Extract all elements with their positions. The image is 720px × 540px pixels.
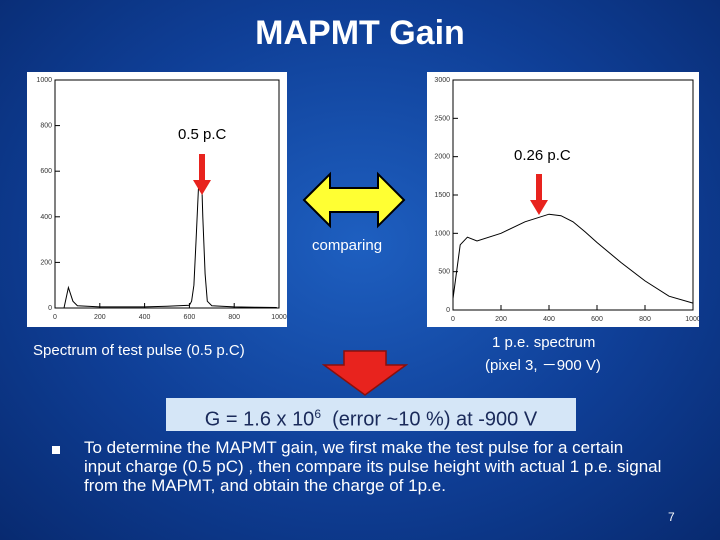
left-x-tick-label: 200 bbox=[94, 314, 106, 321]
right-spectrum-svg: 0 200 400 600 800 1000 0 500 1000 1500 2000 2500 300… bbox=[434, 77, 699, 323]
slide-title: MAPMT Gain bbox=[255, 14, 465, 52]
right-x-tick-label: 0 bbox=[451, 316, 455, 323]
gain-result-exponent: 6 bbox=[314, 407, 321, 421]
left-x-tick-label: 400 bbox=[139, 314, 151, 321]
bullet-icon bbox=[52, 446, 60, 454]
left-y-tick-label: 400 bbox=[40, 214, 52, 221]
gain-result-prefix: G = 1.6 x 10 bbox=[204, 408, 315, 431]
left-y-tick-label: 0 bbox=[48, 305, 52, 312]
left-peak-annotation: 0.5 p.C bbox=[178, 126, 227, 143]
comparing-label: comparing bbox=[312, 237, 383, 254]
left-y-tick-label: 600 bbox=[40, 168, 52, 175]
right-plot-caption-line2: (pixel 3, －900 V) bbox=[485, 357, 601, 374]
result-down-arrow-icon bbox=[322, 350, 408, 396]
left-y-tick-label: 800 bbox=[40, 123, 52, 130]
double-arrow-icon bbox=[302, 171, 406, 229]
left-x-tick-label: 1000 bbox=[271, 314, 287, 321]
right-x-tick-label: 600 bbox=[591, 316, 603, 323]
bullet-text: To determine the MAPMT gain, we first ma… bbox=[84, 438, 662, 495]
right-plot-frame bbox=[452, 79, 694, 311]
right-spectrum-plot: 0 200 400 600 800 1000 0 500 1000 1500 2000 2500 300… bbox=[427, 72, 699, 327]
left-y-tick-label: 1000 bbox=[36, 77, 52, 84]
right-red-arrow-icon bbox=[530, 174, 548, 215]
left-plot-frame bbox=[54, 79, 280, 309]
left-spectrum-line bbox=[63, 171, 277, 309]
left-spectrum-plot: 0 200 400 600 800 1000 0 200 400 600 800 1000 bbox=[27, 72, 287, 327]
page-number: 7 bbox=[668, 510, 675, 524]
right-plot-caption-line1: 1 p.e. spectrum bbox=[492, 334, 596, 351]
right-y-tick-label: 1500 bbox=[434, 192, 450, 199]
left-red-arrow-icon bbox=[193, 154, 211, 195]
right-spectrum-line bbox=[452, 213, 694, 304]
right-y-tick-label: 0 bbox=[446, 307, 450, 314]
right-x-tick-label: 1000 bbox=[685, 316, 699, 323]
left-y-tick-label: 200 bbox=[40, 259, 52, 266]
right-x-tick-label: 200 bbox=[495, 316, 507, 323]
left-x-tick-label: 0 bbox=[53, 314, 57, 321]
right-y-tick-label: 2000 bbox=[434, 154, 450, 161]
right-y-tick-label: 500 bbox=[438, 269, 450, 276]
right-x-tick-label: 800 bbox=[639, 316, 651, 323]
left-plot-caption: Spectrum of test pulse (0.5 p.C) bbox=[33, 342, 245, 359]
gain-result-suffix: (error ~10 %) at -900 V bbox=[321, 408, 538, 431]
right-y-tick-label: 2500 bbox=[434, 115, 450, 122]
right-y-tick-label: 1000 bbox=[434, 230, 450, 237]
right-y-tick-label: 3000 bbox=[434, 77, 450, 84]
right-peak-annotation: 0.26 p.C bbox=[514, 147, 571, 164]
left-spectrum-svg: 0 200 400 600 800 1000 0 200 400 600 800 1000 bbox=[36, 77, 287, 321]
left-x-tick-label: 600 bbox=[184, 314, 196, 321]
right-x-tick-label: 400 bbox=[543, 316, 555, 323]
gain-result-box: G = 1.6 x 106 (error ~10 %) at -900 V bbox=[166, 398, 576, 431]
left-x-tick-label: 800 bbox=[228, 314, 240, 321]
